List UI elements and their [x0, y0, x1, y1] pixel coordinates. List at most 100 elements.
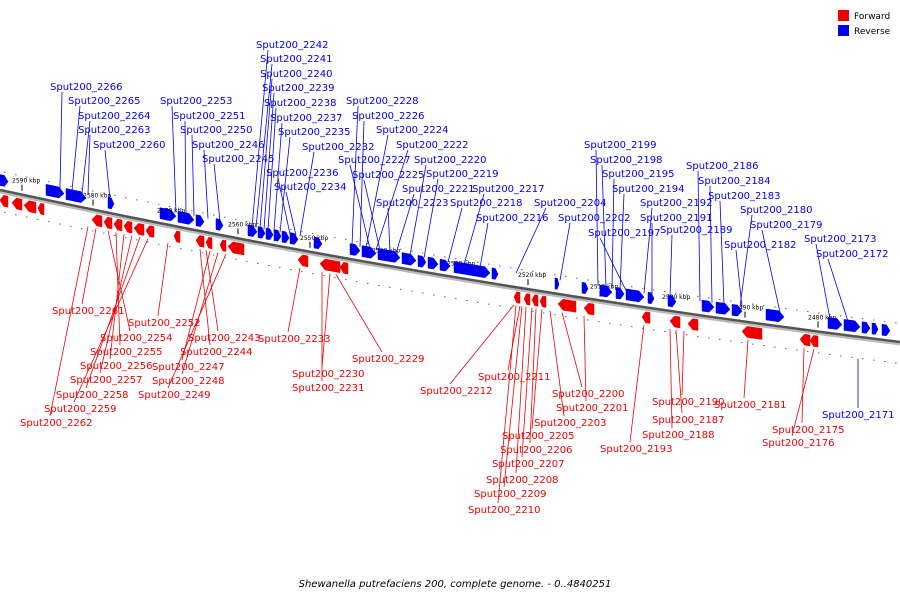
- gene-label: Sput200_2216: [476, 213, 549, 224]
- guide-dot: [290, 229, 292, 231]
- guide-dot: [312, 233, 314, 235]
- guide-dot: [92, 230, 94, 232]
- leader-line: [351, 105, 359, 246]
- guide-dot: [59, 183, 61, 185]
- gene-label: Sput200_2187: [652, 415, 725, 426]
- gene-arrow: [195, 214, 205, 227]
- gene-arrow: [37, 202, 45, 216]
- gene-label: Sput200_2217: [472, 184, 545, 195]
- gene-label: Sput200_2266: [50, 82, 123, 93]
- gene-label: Sput200_2200: [552, 389, 625, 400]
- legend-reverse-label: Reverse: [854, 27, 891, 37]
- gene-label: Sput200_2184: [698, 176, 771, 187]
- leader-line: [171, 105, 177, 213]
- leader-line: [619, 193, 625, 290]
- guide-dot: [741, 302, 743, 304]
- gene-arrow: [625, 288, 645, 303]
- gene-arrow: [145, 225, 155, 238]
- gene-label: Sput200_2191: [640, 213, 713, 224]
- leader-line: [681, 330, 685, 396]
- leader-line: [167, 253, 227, 389]
- leader-line: [287, 267, 301, 333]
- guide-dot: [15, 174, 17, 176]
- guide-dot: [433, 294, 435, 296]
- guide-dot: [367, 243, 369, 245]
- guide-dot: [532, 310, 534, 312]
- guide-dot: [818, 312, 820, 314]
- gene-label: Sput200_2239: [262, 83, 335, 94]
- leader-line: [279, 136, 291, 233]
- gene-label: Sput200_2186: [686, 161, 759, 172]
- gene-label: Sput200_2262: [20, 418, 93, 429]
- leader-line: [49, 226, 89, 417]
- gene-arrow: [669, 315, 681, 329]
- guide-dot: [664, 331, 666, 333]
- guide-dot: [37, 178, 39, 180]
- leader-line: [521, 307, 533, 458]
- guide-dot: [433, 254, 435, 256]
- leader-line: [669, 328, 673, 429]
- guide-dot: [235, 218, 237, 220]
- guide-dot: [719, 298, 721, 300]
- guide-dot: [70, 185, 72, 187]
- gene-arrow: [401, 252, 417, 266]
- gene-label: Sput200_2180: [740, 205, 813, 216]
- guide-dot: [829, 313, 831, 315]
- guide-dot: [708, 297, 710, 299]
- guide-dot: [59, 223, 61, 225]
- leader-line: [251, 49, 269, 228]
- guide-dot: [279, 227, 281, 229]
- leader-line: [709, 185, 713, 304]
- gene-arrow: [799, 333, 811, 347]
- guide-dot: [389, 286, 391, 288]
- gene-label: Sput200_2260: [93, 140, 166, 151]
- gene-arrow: [539, 295, 547, 308]
- gene-label: Sput200_2245: [202, 154, 275, 165]
- guide-dot: [719, 338, 721, 340]
- gene-arrow: [741, 326, 763, 340]
- guide-dot: [147, 201, 149, 203]
- gene-label: Sput200_2240: [260, 69, 333, 80]
- guide-dot: [499, 265, 501, 267]
- gene-label: Sput200_2256: [80, 361, 153, 372]
- gene-arrow: [215, 218, 224, 231]
- leader-line: [395, 193, 415, 254]
- guide-dot: [444, 296, 446, 298]
- gene-label: Sput200_2264: [78, 111, 151, 122]
- gene-label: Sput200_2246: [192, 140, 265, 151]
- gene-arrow: [159, 207, 177, 222]
- guide-dot: [818, 352, 820, 354]
- gene-label: Sput200_2203: [534, 418, 607, 429]
- guide-dot: [730, 340, 732, 342]
- gene-arrow: [247, 224, 258, 237]
- guide-dot: [125, 197, 127, 199]
- guide-dot: [774, 346, 776, 348]
- leader-line: [739, 214, 753, 307]
- guide-dot: [268, 224, 270, 226]
- scale-tick: [527, 279, 529, 286]
- guide-dot: [422, 292, 424, 294]
- guide-dot: [675, 292, 677, 294]
- guide-dot: [862, 318, 864, 320]
- gene-arrow: [427, 256, 439, 270]
- guide-dot: [620, 284, 622, 286]
- guide-dot: [697, 295, 699, 297]
- leader-line: [611, 178, 615, 289]
- gene-label: Sput200_2250: [180, 125, 253, 136]
- gene-arrow: [349, 243, 361, 256]
- guide-dot: [554, 274, 556, 276]
- leader-line: [801, 347, 805, 424]
- guide-dot: [301, 231, 303, 233]
- gene-label: Sput200_2192: [640, 198, 713, 209]
- gene-label: Sput200_2209: [474, 489, 547, 500]
- guide-dot: [840, 315, 842, 317]
- leader-line: [449, 304, 515, 385]
- leader-line: [285, 191, 297, 236]
- leader-line: [267, 107, 277, 231]
- guide-dot: [136, 199, 138, 201]
- guide-dot: [532, 270, 534, 272]
- guide-dot: [455, 258, 457, 260]
- gene-label: Sput200_2257: [70, 375, 143, 386]
- guide-dot: [323, 275, 325, 277]
